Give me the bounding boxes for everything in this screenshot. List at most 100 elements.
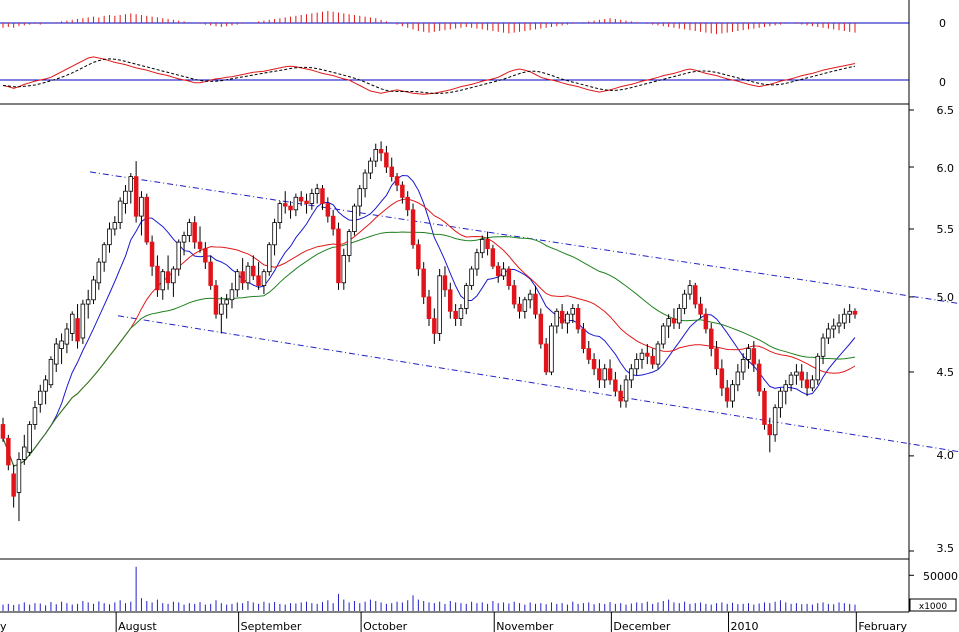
candle-body [368, 160, 373, 174]
candle-body [565, 313, 570, 324]
candle-body [48, 358, 54, 386]
candle-body [224, 299, 229, 305]
candle-body [581, 328, 586, 350]
month-label: February [858, 620, 907, 632]
candle-body [6, 437, 11, 466]
candle-body [543, 343, 549, 373]
candle-body [639, 352, 645, 360]
volume-panel [2, 566, 914, 611]
candle-body [192, 222, 197, 243]
x-axis: y August September October November December 2… [0, 612, 908, 632]
candle-body [70, 313, 75, 334]
candle-body [432, 318, 437, 334]
candle-body [266, 244, 272, 273]
price-tick-label: 4.0 [937, 449, 955, 462]
candle-body [405, 196, 410, 211]
candle-body [719, 368, 725, 389]
candle-body [394, 176, 400, 186]
chart-frame [0, 0, 910, 613]
candle-body [320, 188, 325, 204]
candle-body [815, 355, 821, 381]
candle-body [538, 313, 544, 345]
candle-body [474, 252, 480, 270]
candle-body [346, 231, 352, 256]
candle-body [783, 384, 789, 392]
price-tick-label: 5.0 [937, 291, 955, 304]
candle-body [272, 222, 277, 246]
candle-body [511, 285, 517, 305]
candle-body [634, 358, 639, 370]
candle-body [133, 176, 139, 217]
candle-body [101, 244, 107, 263]
candle-body [400, 184, 405, 198]
candle-body [208, 261, 213, 286]
candle-body [554, 310, 560, 327]
price-tick-label: 3.5 [937, 542, 955, 555]
candle-body [698, 303, 703, 315]
candle-body [501, 268, 506, 277]
candle-body [75, 318, 80, 342]
candle-body [165, 271, 171, 284]
candle-body [767, 424, 773, 436]
candle-body [245, 265, 251, 284]
candle-body [666, 318, 671, 327]
indicator-top-panel [0, 11, 909, 35]
candle-body [11, 473, 16, 497]
candle-body [107, 228, 112, 246]
candle-body [794, 371, 799, 376]
candle-body [336, 228, 341, 284]
candle-body [234, 271, 240, 291]
candle-body [740, 358, 746, 373]
candle-body [607, 368, 613, 381]
candle-body [325, 203, 331, 217]
candle-body [16, 458, 22, 493]
indicator-mid-panel [0, 56, 909, 95]
candle-body [527, 293, 533, 301]
candle-body [357, 188, 362, 207]
candle-body [250, 265, 256, 277]
candle-body [591, 358, 597, 370]
candle-body [123, 190, 128, 204]
candle-body [586, 348, 592, 360]
candle-body [479, 238, 485, 254]
candle-body [373, 148, 378, 162]
candle-body [458, 307, 464, 319]
candle-body [602, 368, 608, 381]
candle-body [730, 384, 735, 402]
candle-body [117, 200, 123, 224]
candle-body [618, 390, 623, 402]
candle-body [91, 279, 96, 301]
candle-body [21, 446, 27, 460]
month-label: 2010 [731, 620, 759, 632]
candle-body [570, 307, 576, 315]
price-panel [0, 109, 959, 552]
candle-body [80, 303, 86, 339]
indicator-mid-signal-line [2, 58, 856, 94]
candle-body [623, 379, 629, 402]
candle-body [128, 176, 133, 192]
candle-body [677, 307, 682, 324]
candle-body [682, 293, 687, 309]
candle-body [842, 313, 847, 324]
candle-body [645, 352, 650, 357]
candle-body [256, 275, 261, 286]
candle-body [389, 166, 394, 178]
candle-body [288, 205, 293, 211]
candle-body [314, 188, 320, 194]
candle-body [59, 340, 64, 349]
candle-body [517, 303, 522, 312]
candle-body [85, 299, 91, 305]
candle-body [826, 328, 831, 339]
price-tick-label: 4.5 [937, 366, 955, 379]
candle-body [0, 424, 6, 439]
candle-body [629, 368, 634, 381]
price-tick-label: 5.5 [937, 223, 955, 236]
price-tick-label: 6.0 [937, 162, 955, 175]
candle-body [575, 307, 581, 330]
candle-body [38, 390, 43, 405]
candle-body [426, 296, 432, 319]
candle-body [64, 328, 70, 345]
candle-body [298, 196, 304, 202]
candle-body [687, 285, 693, 295]
